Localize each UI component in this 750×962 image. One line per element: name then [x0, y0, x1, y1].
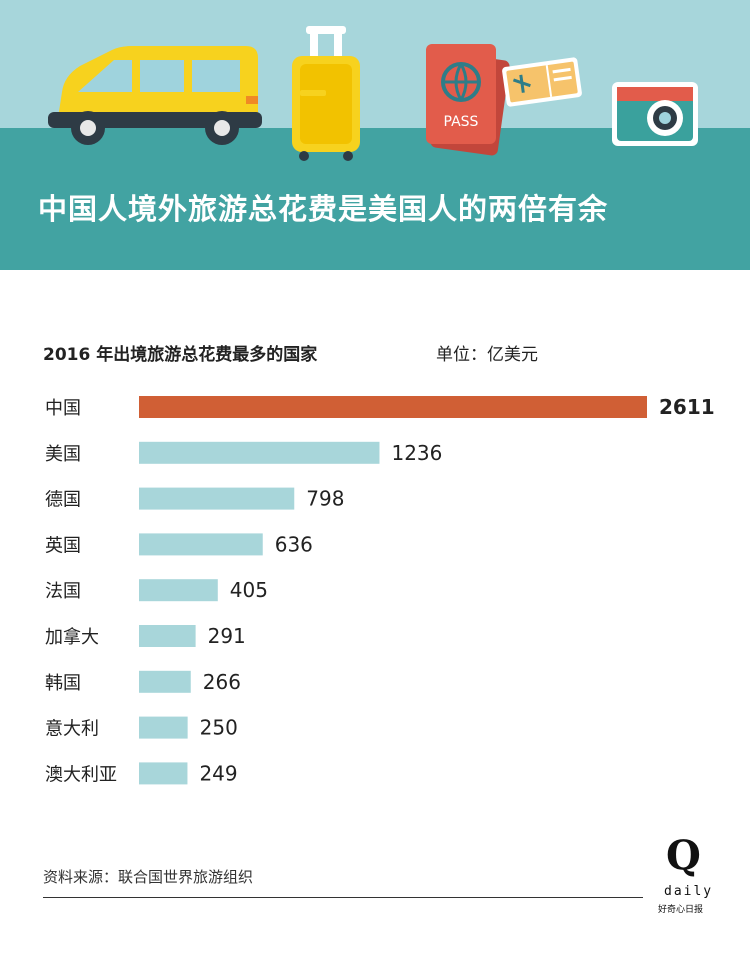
- headline: 中国人境外旅游总花费是美国人的两倍有余: [38, 192, 609, 226]
- value-label: 798: [306, 487, 344, 511]
- passport-icon: PASS: [426, 44, 510, 156]
- qdaily-logo: Q daily 好奇心日报: [654, 836, 714, 926]
- logo-mark: Q: [666, 832, 701, 879]
- value-label: 636: [275, 532, 313, 556]
- value-label: 405: [230, 578, 268, 602]
- category-label: 德国: [45, 490, 81, 511]
- bar: [139, 625, 196, 647]
- category-label: 中国: [45, 398, 81, 419]
- category-label: 法国: [45, 581, 81, 602]
- bar: [139, 762, 188, 785]
- category-label: 意大利: [45, 719, 99, 740]
- logo-cn: 好奇心日报: [658, 905, 704, 915]
- category-label: 加拿大: [45, 626, 99, 648]
- value-label: 2611: [659, 395, 715, 419]
- value-label: 291: [208, 624, 246, 648]
- bar: [139, 716, 188, 739]
- bar: [139, 579, 218, 602]
- bar: [139, 396, 647, 418]
- logo-word: daily: [664, 884, 714, 899]
- bar: [139, 533, 263, 556]
- category-label: 英国: [45, 535, 81, 556]
- bar: [139, 670, 191, 693]
- value-label: 266: [203, 670, 241, 694]
- bar: [139, 487, 295, 510]
- suitcase-icon: [292, 26, 360, 161]
- value-label: 1236: [391, 441, 442, 465]
- camera-icon: [612, 82, 698, 146]
- bar-chart: 中国 2611 美国 1236 德国 798 英国 636 法国 405 加拿大 291 韩国 266 意大…: [45, 395, 715, 785]
- category-label: 美国: [45, 444, 81, 465]
- source-note: 资料来源：联合国世界旅游组织: [43, 868, 254, 886]
- category-label: 澳大利亚: [45, 764, 117, 785]
- chart-title: 2016 年出境旅游总花费最多的国家: [43, 345, 318, 365]
- travel-illustration: PASS: [48, 26, 698, 161]
- value-label: 249: [199, 761, 237, 785]
- chart-unit: 单位：亿美元: [436, 345, 538, 365]
- footer-divider: [43, 897, 643, 898]
- header-band: [0, 128, 750, 270]
- value-label: 250: [200, 716, 238, 740]
- van-icon: [48, 46, 262, 145]
- passport-label: PASS: [444, 114, 479, 130]
- bar: [139, 441, 380, 464]
- header-banner: PASS 中国人境外旅游总花费是美国人的两倍有余: [0, 0, 750, 270]
- ticket-icon: [502, 57, 582, 107]
- category-label: 韩国: [45, 673, 81, 694]
